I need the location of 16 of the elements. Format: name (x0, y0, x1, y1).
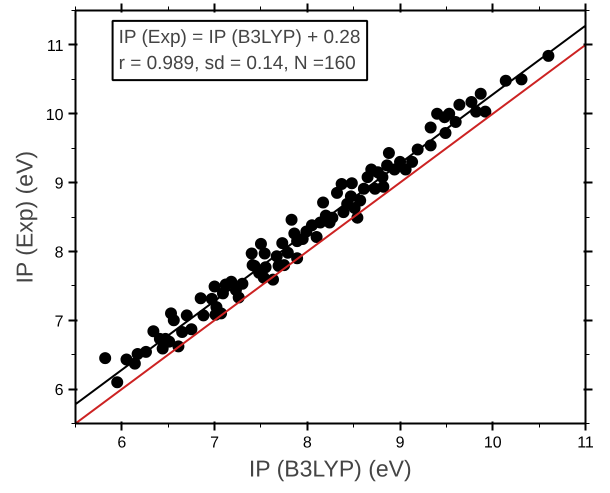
y-tick-label: 9 (54, 176, 64, 193)
x-tick-label: 10 (484, 434, 502, 452)
annotation: IP (Exp) = IP (B3LYP) + 0.28 (118, 26, 360, 48)
y-tick-label: 6 (54, 382, 64, 400)
x-tick-label: 8 (302, 434, 312, 452)
y-tick-label: 7 (54, 313, 64, 330)
x-tick-label: 7 (210, 434, 220, 452)
y-tick-label: 8 (54, 244, 64, 262)
x-tick-label: 11 (577, 434, 594, 452)
y-tick-label: 11 (46, 38, 64, 55)
x-tick-label: 6 (117, 434, 126, 452)
y-axis-title: IP (Exp) (eV) (12, 150, 38, 284)
x-tick-label: 9 (396, 434, 405, 452)
x-axis-title: IP (B3LYP) (eV) (248, 456, 412, 482)
y-tick-label: 10 (46, 106, 64, 124)
annotation: r = 0.989, sd = 0.14, N =160 (118, 53, 356, 74)
